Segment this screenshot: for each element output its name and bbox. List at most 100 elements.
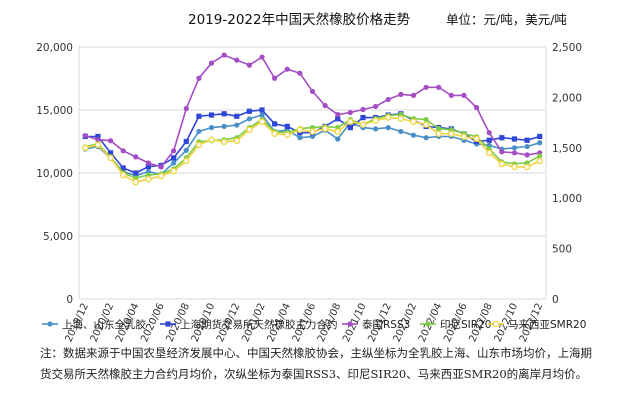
data-point — [448, 92, 454, 98]
data-point — [385, 125, 391, 131]
data-point — [107, 150, 114, 156]
data-point — [309, 88, 316, 94]
data-point — [511, 150, 518, 156]
data-point — [221, 123, 227, 129]
legend-label: 上海期货交易所天然橡胶主力合约 — [180, 318, 338, 331]
data-point — [422, 121, 430, 128]
data-point — [171, 148, 177, 154]
data-point — [220, 138, 228, 146]
data-point — [498, 160, 506, 168]
data-point — [297, 70, 303, 76]
data-point — [397, 115, 405, 122]
data-point — [436, 126, 442, 132]
data-point — [246, 62, 252, 68]
data-point — [347, 109, 353, 116]
data-point — [208, 60, 215, 66]
data-point — [221, 111, 227, 117]
data-point — [334, 128, 341, 135]
data-point — [95, 137, 101, 143]
data-point — [145, 164, 152, 170]
data-point — [272, 75, 278, 81]
data-point — [183, 138, 189, 145]
series-group — [82, 52, 543, 170]
data-point — [107, 154, 114, 162]
legend-label: 上海、山东全乳胶 — [62, 318, 146, 331]
data-point — [410, 118, 417, 125]
y-left-tick-label: 15,000 — [36, 105, 73, 117]
data-point — [485, 149, 493, 157]
data-point — [296, 126, 304, 133]
y-left-tick-label: 10,000 — [36, 168, 73, 180]
data-point — [183, 105, 189, 112]
data-point — [473, 104, 480, 111]
data-point — [373, 126, 379, 132]
data-point — [82, 144, 89, 152]
y-right-tick-label: 1,000 — [552, 193, 582, 205]
data-point — [347, 118, 354, 125]
data-point — [196, 75, 202, 81]
data-point — [384, 114, 392, 121]
data-point — [208, 136, 215, 143]
data-point — [423, 116, 429, 123]
y-left-tick-label: 5,000 — [43, 231, 73, 243]
data-point — [524, 152, 530, 158]
y-right-tick-label: 2,000 — [552, 92, 582, 104]
data-point — [246, 116, 252, 122]
series-group — [82, 114, 543, 186]
data-point — [511, 145, 518, 151]
data-point — [284, 131, 291, 138]
data-point — [284, 66, 290, 72]
data-point — [183, 157, 190, 165]
data-point — [145, 160, 152, 166]
legend-item: 马来西亚SMR20 — [488, 319, 586, 331]
data-point — [398, 91, 404, 97]
data-point — [233, 137, 241, 144]
data-point — [107, 138, 114, 144]
data-point — [133, 170, 139, 176]
units-label: 单位：元/吨，美元/吨 — [446, 12, 567, 27]
y-right-tick-label: 2,500 — [552, 42, 582, 54]
data-point — [120, 148, 126, 154]
legend-item: 上海期货交易所天然橡胶主力合约 — [160, 318, 338, 331]
data-point — [347, 125, 353, 131]
data-point — [492, 320, 500, 328]
chart-note: 注：数据来源于中国农垦经济发展中心、中国天然橡胶协会，主纵坐标为全乳胶上海、山东… — [40, 346, 592, 381]
data-point — [234, 113, 240, 119]
data-point — [259, 107, 265, 113]
data-point — [398, 128, 404, 135]
y-left-tick-label: 20,000 — [36, 42, 73, 54]
legend-item: 上海、山东全乳胶 — [42, 318, 146, 331]
data-point — [322, 102, 328, 109]
data-point — [499, 149, 505, 155]
legend-label: 印尼SIR20 — [440, 319, 491, 331]
data-point — [410, 92, 417, 98]
data-point — [145, 175, 152, 183]
legend-item: 泰国RSS3 — [342, 318, 410, 331]
data-point — [524, 143, 530, 150]
data-point — [321, 125, 329, 132]
y-left-tick-label: 0 — [66, 294, 73, 306]
data-point — [473, 135, 480, 142]
data-point — [486, 130, 492, 136]
data-point — [246, 108, 252, 114]
data-point — [259, 54, 265, 60]
data-point — [448, 130, 455, 137]
data-point — [95, 133, 101, 140]
data-point — [196, 113, 202, 119]
chart-title: 2019-2022年中国天然橡胶价格走势 — [188, 11, 410, 28]
data-point — [258, 118, 266, 125]
data-point — [423, 135, 429, 141]
data-point — [425, 321, 431, 327]
data-point — [423, 84, 429, 90]
data-point — [537, 133, 543, 140]
data-point — [461, 92, 467, 98]
data-point — [272, 121, 278, 127]
data-point — [486, 137, 492, 143]
data-point — [536, 157, 543, 165]
data-point — [47, 321, 53, 327]
data-point — [119, 171, 127, 179]
data-point — [94, 141, 102, 149]
data-point — [246, 126, 253, 133]
data-point — [183, 147, 189, 153]
